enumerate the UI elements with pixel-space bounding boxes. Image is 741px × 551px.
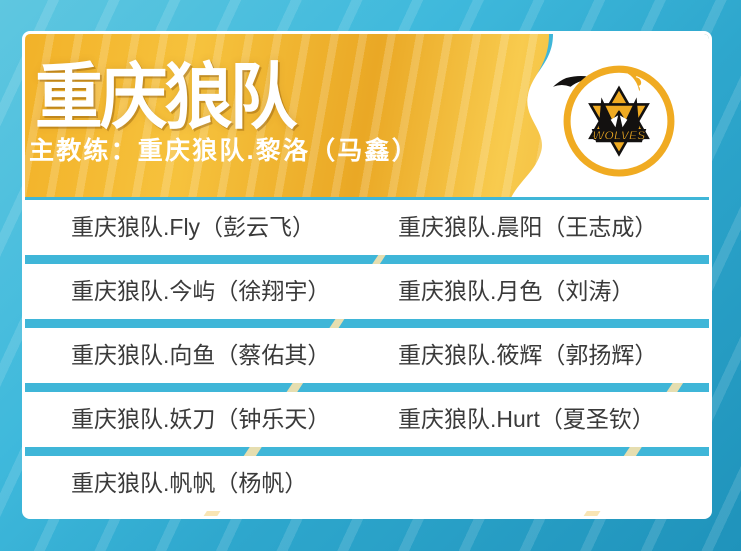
svg-text:WOLVES: WOLVES (593, 129, 646, 143)
